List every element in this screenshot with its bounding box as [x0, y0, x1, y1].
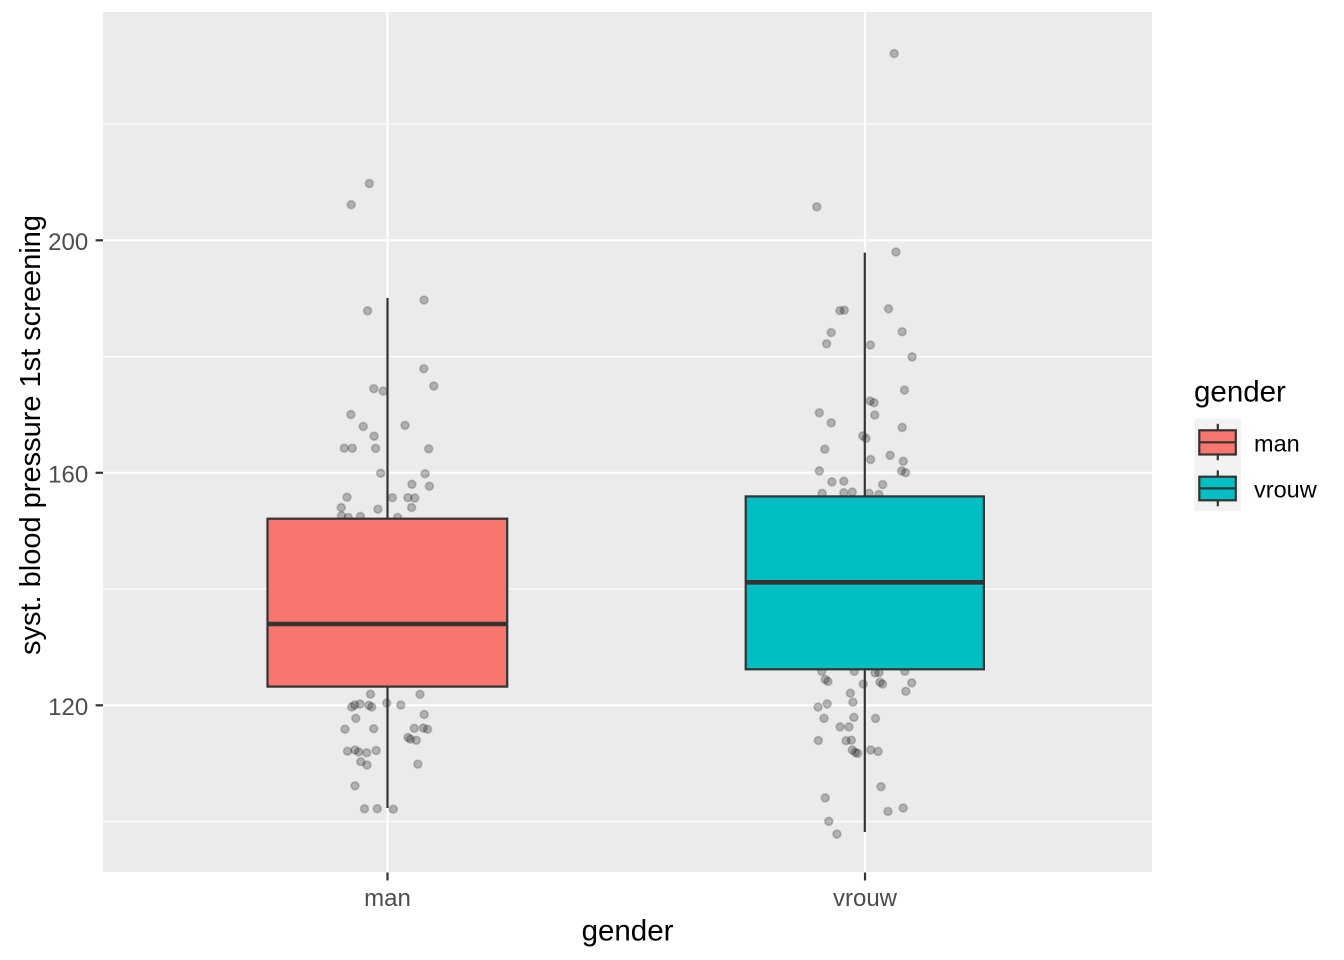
svg-text:gender: gender	[582, 915, 674, 948]
svg-text:200: 200	[48, 229, 88, 256]
svg-text:syst. blood pressure 1st scree: syst. blood pressure 1st screening	[15, 215, 47, 655]
svg-text:gender: gender	[1194, 376, 1286, 409]
svg-text:vrouw: vrouw	[833, 885, 898, 912]
svg-text:man: man	[364, 885, 411, 912]
svg-text:160: 160	[48, 462, 88, 489]
svg-text:vrouw: vrouw	[1254, 477, 1318, 503]
svg-text:man: man	[1254, 431, 1300, 457]
svg-text:120: 120	[48, 694, 88, 721]
